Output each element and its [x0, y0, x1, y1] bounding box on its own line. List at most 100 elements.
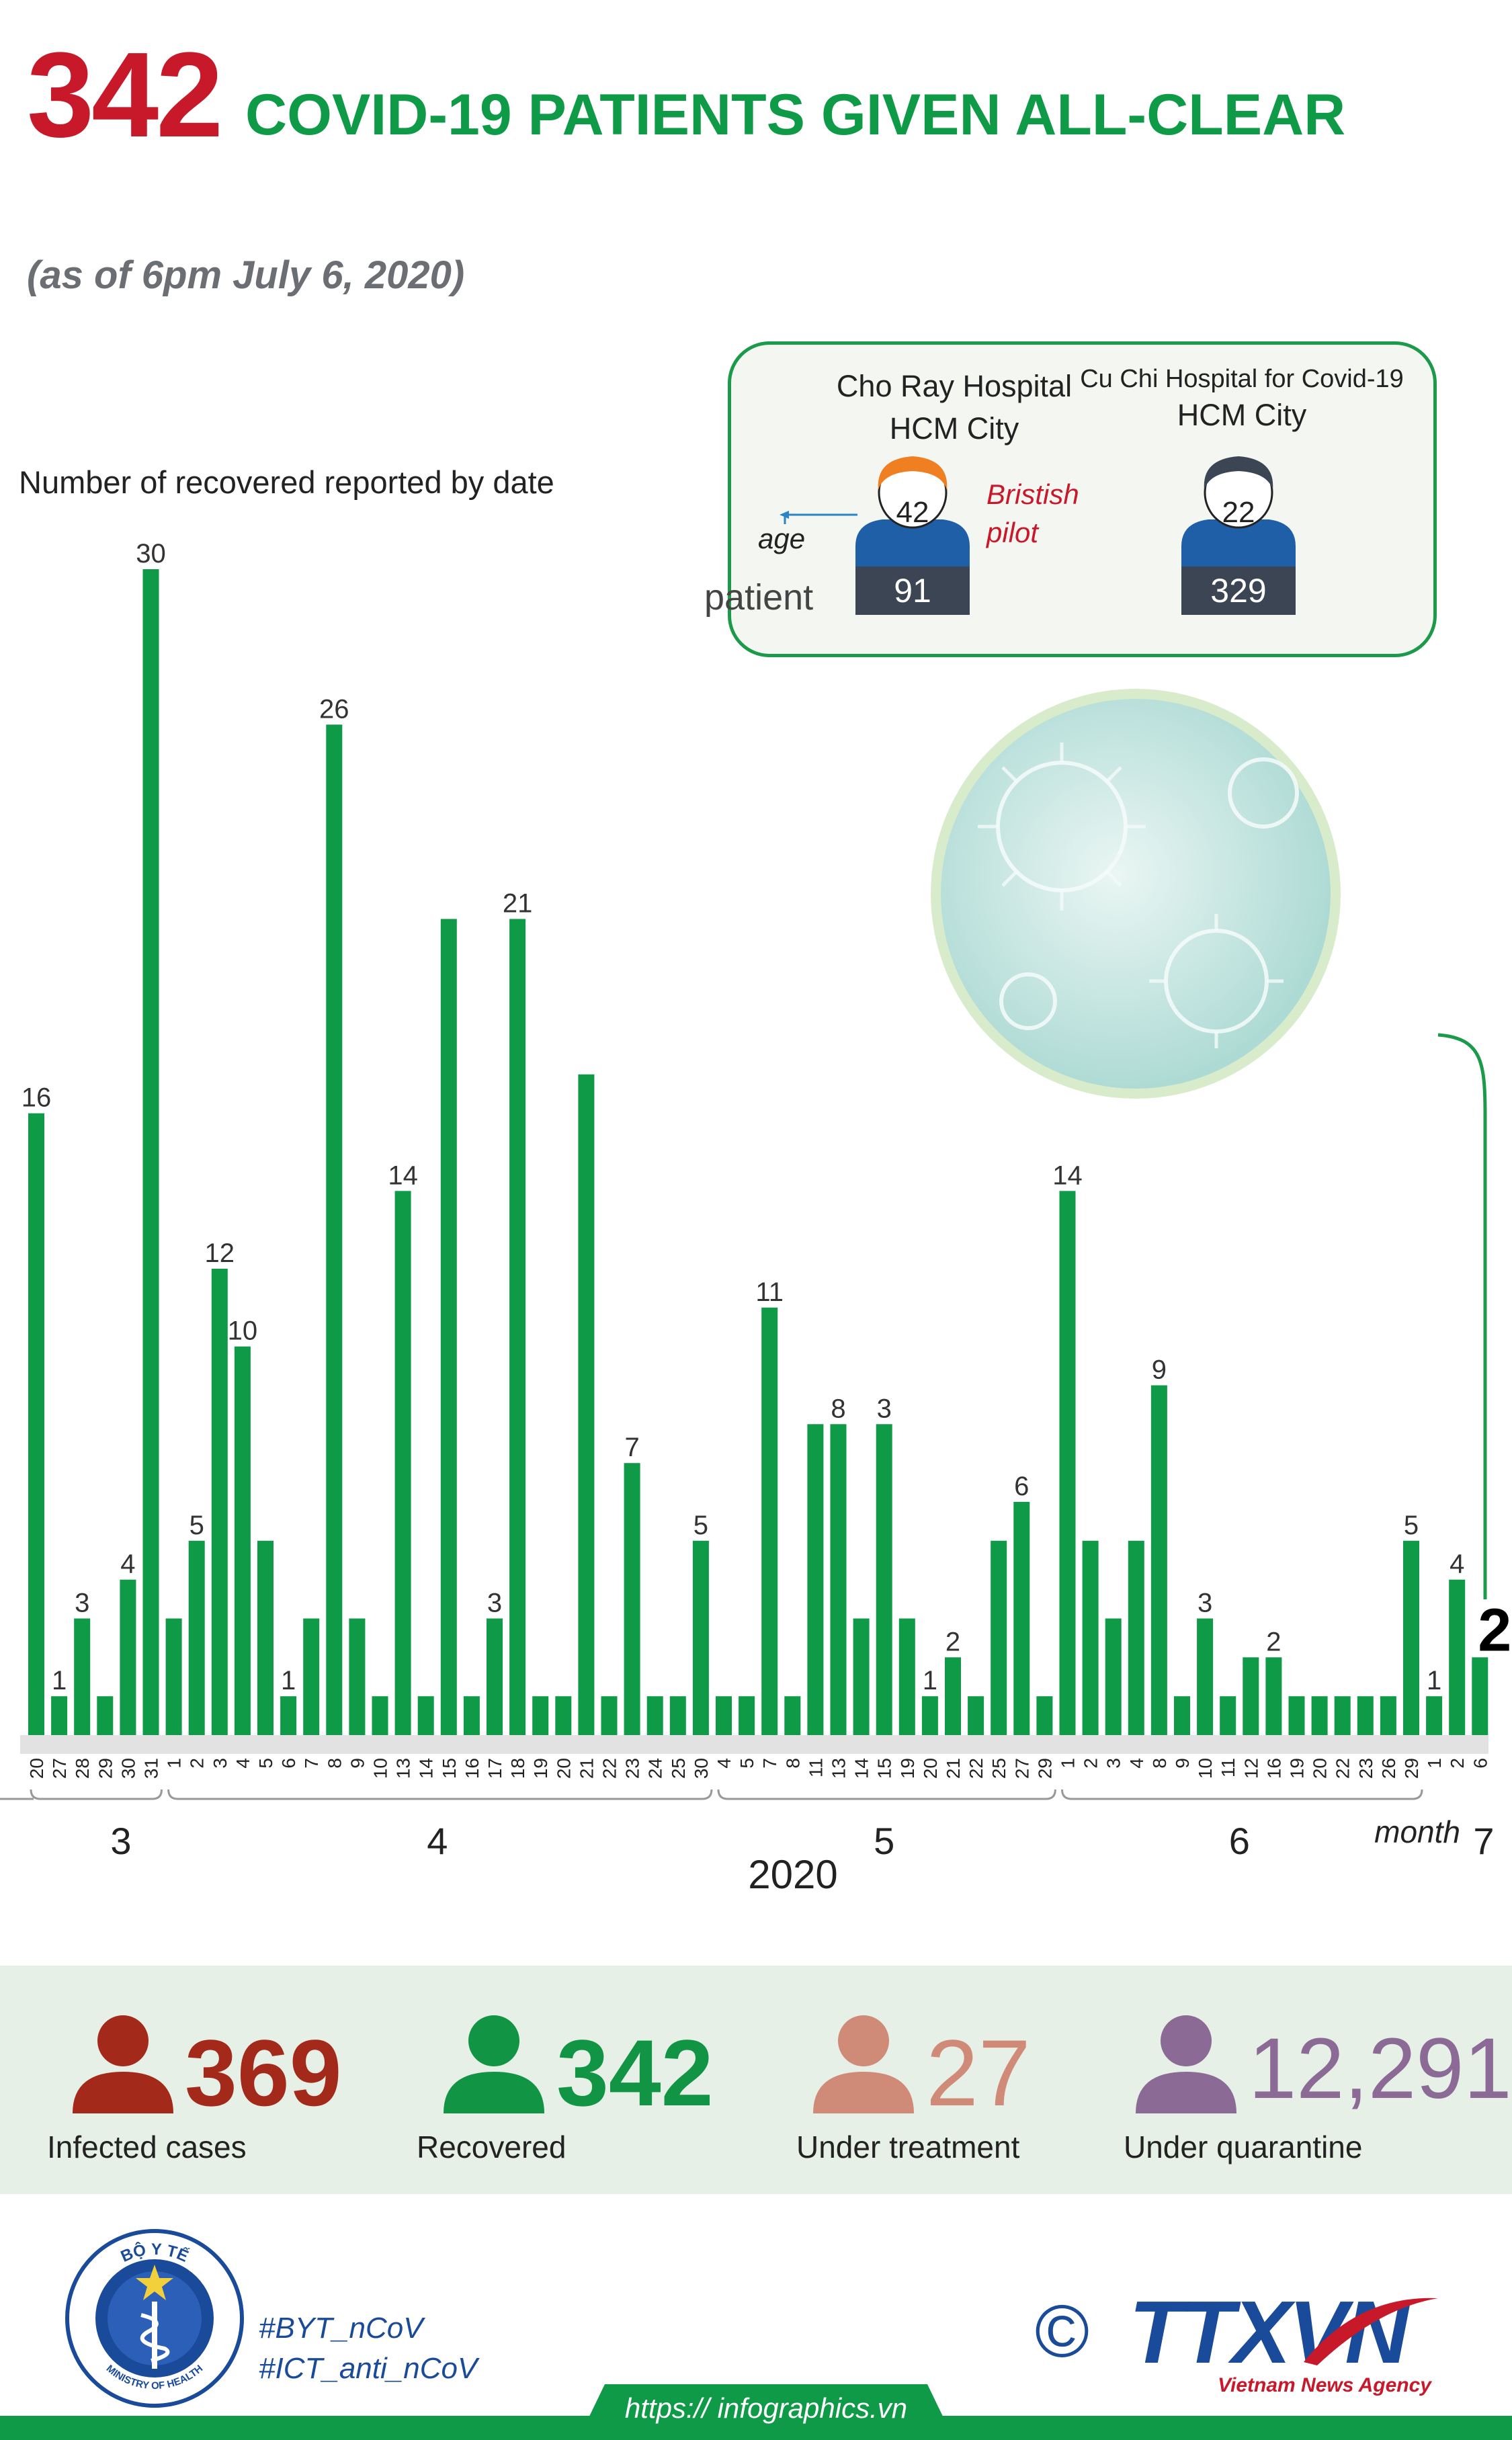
bar-value-label: 2: [946, 1627, 960, 1656]
bar-value-label: 3: [487, 1589, 502, 1618]
x-tick-label: 1: [164, 1758, 185, 1769]
ministry-of-health-logo: BỘ Y TẾ MINISTRY OF HEALTH: [65, 2229, 244, 2408]
patient-1-note-line1: Bristish: [986, 478, 1079, 510]
bar: [142, 569, 159, 1735]
patient-1-number: 91: [855, 566, 970, 615]
x-tick-label: 11: [1218, 1758, 1238, 1777]
x-tick-label: 21: [576, 1758, 597, 1779]
bar: [1082, 1540, 1099, 1735]
hospital-patient-panel: Cho Ray Hospital HCM City Cu Chi Hospita…: [704, 341, 1437, 657]
bar-value-label: 4: [1450, 1550, 1464, 1579]
x-tick-label: 29: [1401, 1758, 1422, 1779]
bar: [509, 919, 526, 1735]
under-treatment-value: 27: [926, 2020, 1031, 2126]
bar-value-label: 26: [319, 694, 349, 724]
x-tick-label: 2: [1447, 1758, 1468, 1769]
bar: [372, 1696, 388, 1735]
patient-2-avatar-icon: [1181, 456, 1296, 566]
month-bracket: [30, 1789, 163, 1800]
x-tick-label: 28: [72, 1758, 93, 1779]
month-prefix-label: month: [1374, 1814, 1460, 1849]
ttxvn-logo: TTXVN Vietnam News Agency: [1129, 2288, 1445, 2397]
x-tick-label: 5: [255, 1758, 276, 1769]
x-tick-label: 19: [1287, 1758, 1308, 1779]
bar-value-label: 12: [205, 1238, 235, 1268]
bar: [1311, 1696, 1328, 1735]
x-tick-label: 3: [1103, 1758, 1124, 1769]
bar-value-label: 8: [831, 1394, 845, 1423]
age-label: age: [758, 523, 806, 554]
bar-value-label: 3: [75, 1589, 89, 1618]
x-tick-label: 15: [874, 1758, 895, 1779]
chart-caption: Number of recovered reported by date: [19, 464, 554, 500]
x-tick-label: 13: [829, 1758, 849, 1779]
bar: [739, 1696, 755, 1735]
bar: [968, 1696, 984, 1735]
x-tick-label: 24: [645, 1758, 666, 1779]
patient-2-number: 329: [1181, 566, 1296, 615]
bar: [830, 1424, 847, 1735]
month-bracket: [717, 1789, 1056, 1800]
x-tick-label: 27: [49, 1758, 70, 1779]
bar: [394, 1191, 411, 1735]
bar-value-label: 11: [755, 1277, 784, 1307]
bar-value-label: 5: [190, 1511, 204, 1540]
bar: [1150, 1385, 1167, 1735]
month-bracket: [167, 1789, 713, 1800]
x-tick-label: 17: [485, 1758, 505, 1779]
bar: [716, 1696, 732, 1735]
x-tick-label: 15: [439, 1758, 460, 1779]
bar: [898, 1618, 915, 1735]
hospital-2-line1: Cu Chi Hospital for Covid-19: [1080, 365, 1404, 393]
bar: [280, 1696, 297, 1735]
under-treatment-label: Under treatment: [796, 2130, 1020, 2164]
hashtag-ict[interactable]: #ICT_anti_nCoV: [259, 2352, 478, 2385]
x-tick-label: 1: [1058, 1758, 1079, 1769]
bar: [1357, 1696, 1374, 1735]
under-quarantine-value: 12,291: [1249, 2021, 1512, 2117]
bar-value-label: 3: [877, 1394, 892, 1423]
x-tick-label: 19: [897, 1758, 918, 1779]
x-tick-label: 30: [691, 1758, 712, 1779]
x-tick-label: 22: [966, 1758, 986, 1779]
recovered-label: Recovered: [417, 2130, 566, 2164]
x-tick-label: 7: [301, 1758, 322, 1769]
month-bracket: [1061, 1789, 1423, 1800]
x-tick-label: 20: [26, 1758, 47, 1779]
bar: [601, 1696, 618, 1735]
hospital-1-line2: HCM City: [889, 411, 1019, 446]
bar: [74, 1618, 91, 1735]
patient-1-note-line2: pilot: [986, 516, 1039, 548]
bar: [1174, 1696, 1190, 1735]
hospital-1-line1: Cho Ray Hospital: [836, 369, 1073, 403]
patient-1-note: Bristish pilot: [986, 476, 1079, 552]
bar: [188, 1540, 205, 1735]
x-tick-label: 10: [370, 1758, 391, 1779]
bar-value-label: 3: [1198, 1589, 1212, 1618]
agency-name: Vietnam News Agency: [1218, 2374, 1431, 2396]
x-axis-year-label: 2020: [748, 1852, 837, 1897]
bar-value-label: 30: [136, 539, 166, 569]
hashtag-byt[interactable]: #BYT_nCoV: [259, 2312, 423, 2345]
bar: [578, 1074, 595, 1735]
patient-2-age: 22: [1222, 496, 1255, 529]
x-tick-label: 8: [782, 1758, 803, 1769]
x-tick-label: 14: [851, 1758, 872, 1779]
panel-connector-line: [1437, 1033, 1487, 1599]
x-tick-label: 4: [714, 1758, 734, 1769]
infected-cases-value: 369: [185, 2020, 342, 2126]
footer-url-link[interactable]: https:// infographics.vn: [624, 2392, 908, 2424]
x-tick-label: 29: [95, 1758, 116, 1779]
bar: [303, 1618, 320, 1735]
x-tick-label: 1: [1424, 1758, 1445, 1769]
x-tick-label: 26: [1378, 1758, 1399, 1779]
age-arrow-icon: [780, 511, 857, 524]
bar: [1265, 1657, 1282, 1735]
bar: [417, 1696, 434, 1735]
bar: [97, 1696, 114, 1735]
x-tick-label: 21: [943, 1758, 964, 1779]
month-label: 6: [1229, 1820, 1250, 1862]
x-tick-label: 7: [759, 1758, 780, 1769]
x-tick-label: 25: [668, 1758, 689, 1779]
